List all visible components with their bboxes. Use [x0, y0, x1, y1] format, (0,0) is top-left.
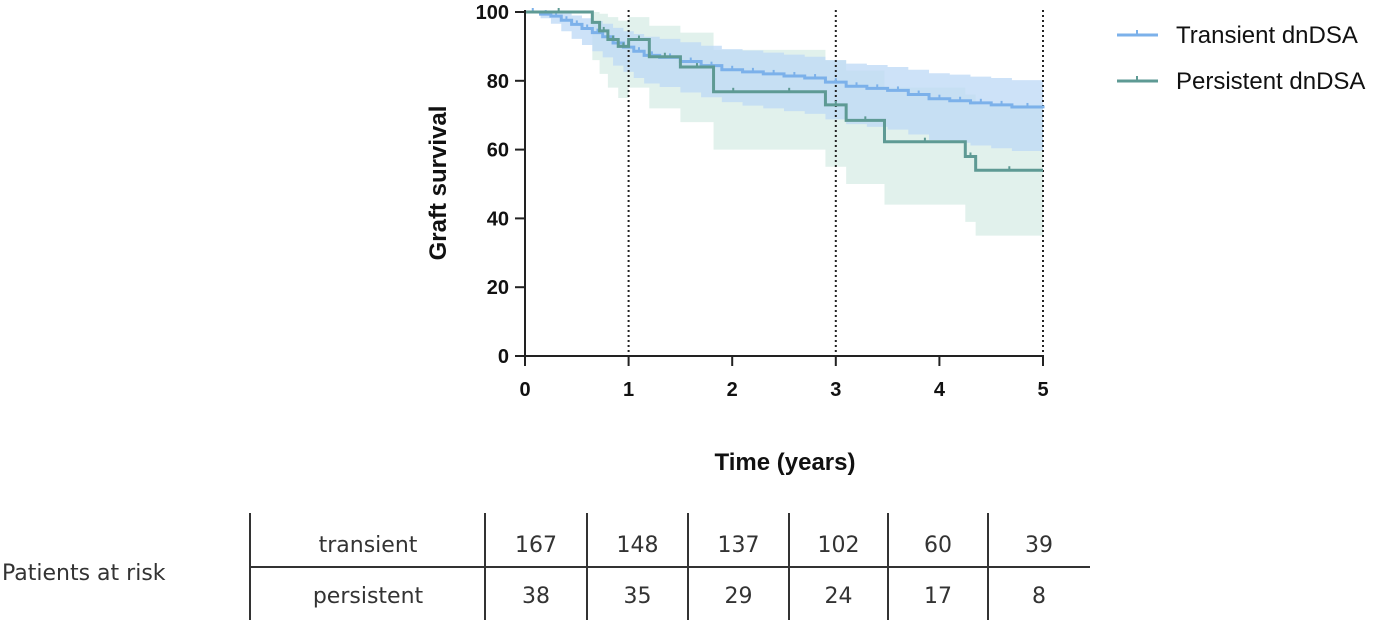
risk-count-persistent: 24 [825, 584, 853, 609]
risk-count-persistent: 8 [1032, 584, 1046, 609]
risk-row-name-persistent: persistent [313, 584, 424, 609]
y-tick-label: 80 [487, 71, 509, 93]
risk-count-persistent: 29 [725, 584, 753, 609]
x-tick-label: 0 [519, 379, 530, 401]
y-axis-title: Graft survival [425, 106, 452, 261]
legend-label-persistent-dndsa: Persistent dnDSA [1176, 68, 1365, 95]
y-tick-label: 0 [498, 346, 509, 368]
x-tick-label: 4 [934, 379, 946, 401]
patients-at-risk-table: transient 167 148 137 102 60 39 persistent 38 35 2… [2, 513, 1090, 620]
y-tick-label: 100 [476, 2, 509, 24]
risk-count-transient: 137 [718, 533, 760, 558]
risk-count-transient: 102 [818, 533, 860, 558]
survival-curves [525, 8, 1045, 172]
y-tick-label: 20 [487, 277, 509, 299]
risk-table-cells: transient 167 148 137 102 60 39 persistent 38 35 2… [313, 533, 1053, 609]
risk-count-transient: 60 [924, 533, 952, 558]
y-tick-label: 60 [487, 140, 509, 162]
survival-chart: 0 20 40 60 80 100 0 1 2 3 4 5 Transient dnDSA Persis… [425, 2, 1365, 476]
risk-count-transient: 167 [515, 533, 557, 558]
risk-count-transient: 148 [617, 533, 659, 558]
risk-count-transient: 39 [1025, 533, 1053, 558]
legend: Transient dnDSA Persistent dnDSA [1117, 22, 1365, 95]
curve-transient-dndsa [525, 10, 1045, 109]
risk-table-label: Patients at risk [2, 561, 166, 586]
x-tick-label: 1 [623, 379, 634, 401]
x-axis-title: Time (years) [715, 449, 856, 476]
risk-count-persistent: 38 [522, 584, 550, 609]
legend-label-transient-dndsa: Transient dnDSA [1176, 22, 1358, 49]
y-tick-label: 40 [487, 208, 509, 230]
confidence-bands [525, 12, 1043, 236]
risk-table-grid [249, 513, 1090, 620]
x-tick-label: 3 [830, 379, 841, 401]
x-tick-label: 5 [1037, 379, 1048, 401]
axes: 0 20 40 60 80 100 0 1 2 3 4 5 [476, 2, 1049, 401]
x-tick-label: 2 [727, 379, 738, 401]
risk-row-name-transient: transient [319, 533, 418, 558]
curve-persistent-dndsa [525, 10, 1043, 172]
risk-count-persistent: 17 [924, 584, 952, 609]
ci-band-transient-dndsa [525, 12, 1043, 154]
risk-count-persistent: 35 [624, 584, 652, 609]
